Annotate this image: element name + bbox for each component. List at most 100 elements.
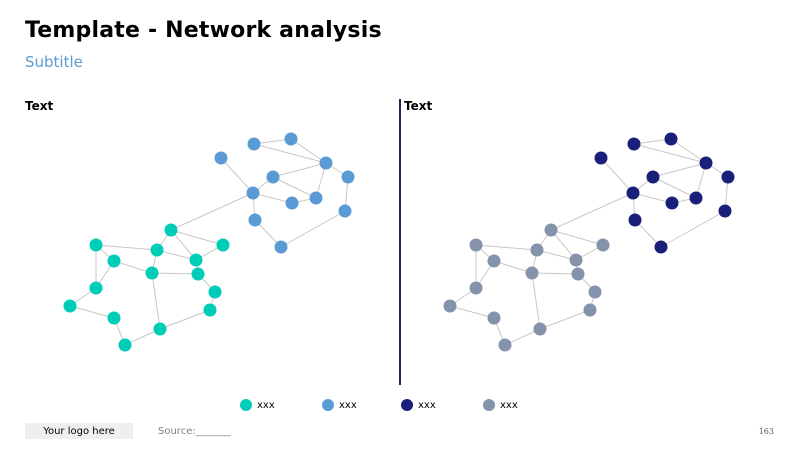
left-network-node-teal bbox=[153, 322, 167, 336]
left-panel-label: Text bbox=[25, 99, 54, 113]
right-network-edge bbox=[652, 176, 697, 199]
page-title: Template - Network analysis bbox=[25, 18, 382, 43]
right-network-node-gray bbox=[544, 223, 558, 237]
page-number: 163 bbox=[758, 427, 774, 436]
right-network-node-gray bbox=[487, 254, 501, 268]
left-network-edge bbox=[151, 272, 199, 275]
right-network-node-navy bbox=[689, 191, 703, 205]
left-network-node-teal bbox=[63, 299, 77, 313]
left-network-node-light-blue bbox=[248, 213, 262, 227]
right-network-node-navy bbox=[718, 204, 732, 218]
right-network-edge bbox=[550, 192, 634, 231]
left-network-node-teal bbox=[191, 267, 205, 281]
right-network-edge bbox=[536, 249, 577, 261]
right-network-node-navy bbox=[721, 170, 735, 184]
right-network-edge bbox=[539, 309, 591, 330]
left-network-edge bbox=[156, 249, 197, 261]
left-network-edge bbox=[170, 229, 197, 261]
right-network-node-gray bbox=[571, 267, 585, 281]
right-network-node-gray bbox=[588, 285, 602, 299]
right-network-edge bbox=[670, 138, 707, 164]
legend-label: xxx bbox=[500, 399, 518, 411]
right-network-node-navy bbox=[699, 156, 713, 170]
right-network bbox=[443, 132, 735, 352]
right-network-node-gray bbox=[533, 322, 547, 336]
right-network-node-gray bbox=[583, 303, 597, 317]
left-network-node-light-blue bbox=[214, 151, 228, 165]
right-network-edge bbox=[633, 143, 707, 164]
legend-item: xxx bbox=[322, 399, 357, 411]
right-network-edge bbox=[600, 157, 634, 194]
right-network-node-gray bbox=[596, 238, 610, 252]
logo-placeholder: Your logo here bbox=[25, 423, 133, 439]
legend-item: xxx bbox=[483, 399, 518, 411]
left-network-node-light-blue bbox=[246, 186, 260, 200]
right-network-node-gray bbox=[569, 253, 583, 267]
right-network-edge bbox=[550, 229, 577, 261]
left-network-edge bbox=[252, 192, 293, 204]
left-network-edge bbox=[159, 309, 211, 330]
left-network-node-teal bbox=[89, 238, 103, 252]
left-network bbox=[63, 132, 355, 352]
right-panel-label: Text bbox=[404, 99, 433, 113]
right-network-edge bbox=[493, 260, 533, 274]
left-network-edge bbox=[170, 192, 254, 231]
left-network-node-light-blue bbox=[284, 132, 298, 146]
left-network-node-teal bbox=[216, 238, 230, 252]
legend-dot-gray bbox=[483, 399, 495, 411]
right-network-node-navy bbox=[646, 170, 660, 184]
left-network-edge bbox=[220, 157, 254, 194]
right-network-edge bbox=[475, 244, 538, 251]
right-network-edge bbox=[531, 272, 579, 275]
left-network-edge bbox=[113, 260, 153, 274]
right-network-node-gray bbox=[469, 238, 483, 252]
left-network-node-light-blue bbox=[274, 240, 288, 254]
left-network-edge bbox=[272, 176, 317, 199]
right-network-node-gray bbox=[525, 266, 539, 280]
left-network-edge bbox=[272, 162, 327, 178]
right-network-node-navy bbox=[594, 151, 608, 165]
left-network-node-light-blue bbox=[266, 170, 280, 184]
right-network-node-gray bbox=[443, 299, 457, 313]
left-network-node-teal bbox=[203, 303, 217, 317]
legend-item: xxx bbox=[401, 399, 436, 411]
left-network-edge bbox=[290, 138, 327, 164]
right-network-node-navy bbox=[665, 196, 679, 210]
right-network-edge bbox=[550, 229, 604, 246]
right-network-node-navy bbox=[664, 132, 678, 146]
left-network-edge bbox=[95, 244, 158, 251]
page-subtitle: Subtitle bbox=[25, 53, 83, 71]
right-network-node-navy bbox=[628, 213, 642, 227]
left-network-node-light-blue bbox=[247, 137, 261, 151]
right-network-edge bbox=[652, 162, 707, 178]
left-network-node-teal bbox=[145, 266, 159, 280]
left-network-edge bbox=[151, 272, 161, 330]
source-note: Source:_______ bbox=[158, 426, 231, 437]
legend-label: xxx bbox=[418, 399, 436, 411]
left-network-edge bbox=[253, 143, 327, 164]
right-network-node-gray bbox=[498, 338, 512, 352]
right-network-node-gray bbox=[487, 311, 501, 325]
right-network-edge bbox=[531, 272, 541, 330]
left-network-node-light-blue bbox=[338, 204, 352, 218]
left-network-node-teal bbox=[164, 223, 178, 237]
left-network-node-teal bbox=[118, 338, 132, 352]
left-network-edge bbox=[69, 305, 115, 319]
left-network-node-teal bbox=[107, 311, 121, 325]
left-network-node-teal bbox=[189, 253, 203, 267]
right-network-edge bbox=[632, 192, 673, 204]
left-network-node-light-blue bbox=[285, 196, 299, 210]
legend-dot-teal bbox=[240, 399, 252, 411]
left-network-node-light-blue bbox=[309, 191, 323, 205]
panel-divider bbox=[399, 99, 401, 385]
right-network-edge bbox=[660, 210, 726, 248]
left-network-node-light-blue bbox=[319, 156, 333, 170]
right-network-node-navy bbox=[654, 240, 668, 254]
left-network-node-teal bbox=[89, 281, 103, 295]
left-network-edge bbox=[280, 210, 346, 248]
legend-label: xxx bbox=[339, 399, 357, 411]
right-network-node-gray bbox=[530, 243, 544, 257]
legend-dot-light-blue bbox=[322, 399, 334, 411]
left-network-node-light-blue bbox=[341, 170, 355, 184]
